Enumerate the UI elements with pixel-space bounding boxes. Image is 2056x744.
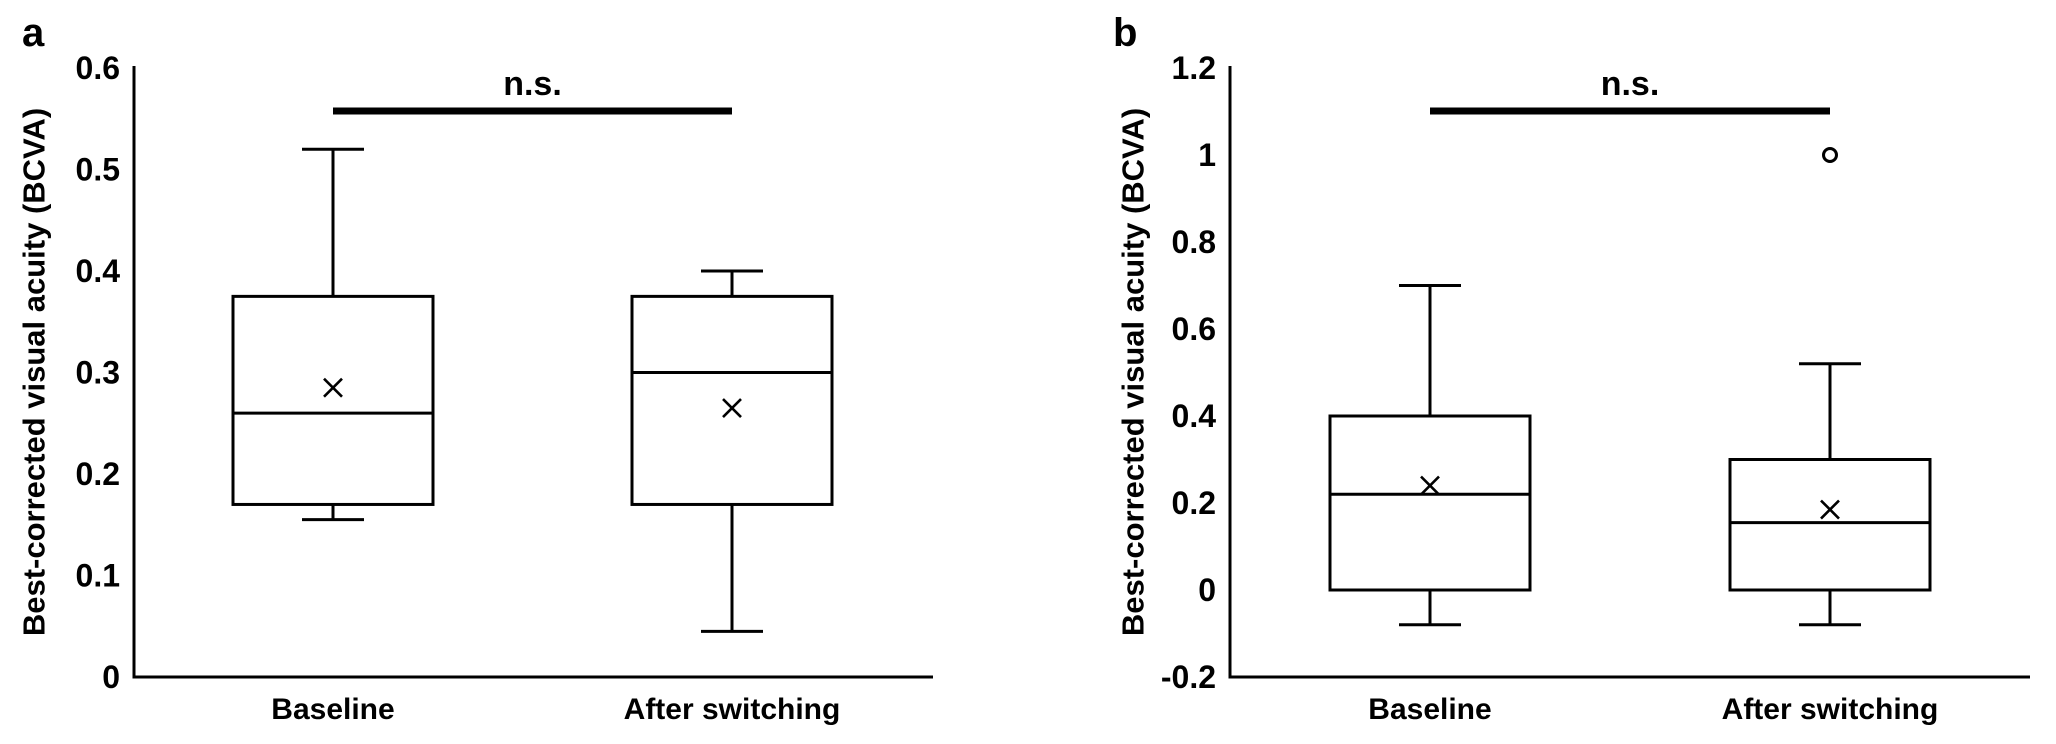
y-tick-label-b: -0.2 bbox=[1161, 659, 1216, 695]
iqr-box-b-baseline bbox=[1328, 414, 1532, 592]
mean-marker-a-baseline bbox=[323, 377, 343, 398]
y-tick-label-a: 0.1 bbox=[76, 558, 120, 594]
iqr-box-a-baseline bbox=[231, 294, 435, 506]
panel-a-category-baseline: Baseline bbox=[271, 693, 395, 726]
y-tick-label-b: 0.4 bbox=[1172, 398, 1217, 434]
y-tick-label-b: 0.8 bbox=[1172, 224, 1216, 260]
y-tick-label-b: 0.2 bbox=[1172, 485, 1216, 521]
mean-marker-a-after-switching bbox=[722, 398, 742, 418]
y-tick-label-a: 0.4 bbox=[76, 253, 121, 289]
panel-a-y-axis-title: Best-corrected visual acuity (BCVA) bbox=[16, 107, 52, 637]
iqr-box-a-after-switching bbox=[630, 294, 834, 506]
y-tick-label-a: 0.3 bbox=[76, 355, 120, 391]
y-tick-label-b: 1.2 bbox=[1172, 50, 1216, 86]
panel-b-category-baseline: Baseline bbox=[1368, 693, 1492, 726]
outlier-point-b-after-switching bbox=[1822, 147, 1838, 163]
iqr-box-b-after-switching bbox=[1728, 458, 1932, 592]
y-tick-label-a: 0.2 bbox=[76, 456, 120, 492]
y-tick-label-a: 0.5 bbox=[76, 152, 120, 188]
significance-label-b: n.s. bbox=[1601, 65, 1660, 103]
panel-b-letter: b bbox=[1113, 11, 1138, 55]
mean-marker-b-after-switching bbox=[1820, 499, 1840, 520]
y-tick-label-b: 0 bbox=[1198, 572, 1216, 608]
panel-a-letter: a bbox=[22, 11, 45, 55]
panel-a-category-after-switching: After switching bbox=[623, 693, 841, 726]
mean-marker-b-baseline bbox=[1420, 475, 1440, 496]
significance-label-a: n.s. bbox=[503, 65, 562, 103]
panel-b-y-axis-title: Best-corrected visual acuity (BCVA) bbox=[1115, 107, 1151, 637]
y-tick-label-b: 0.6 bbox=[1172, 311, 1216, 347]
y-tick-label-a: 0 bbox=[102, 659, 120, 695]
y-tick-label-b: 1 bbox=[1198, 137, 1216, 173]
y-tick-label-a: 0.6 bbox=[76, 50, 120, 86]
panel-b-category-after-switching: After switching bbox=[1721, 693, 1939, 726]
